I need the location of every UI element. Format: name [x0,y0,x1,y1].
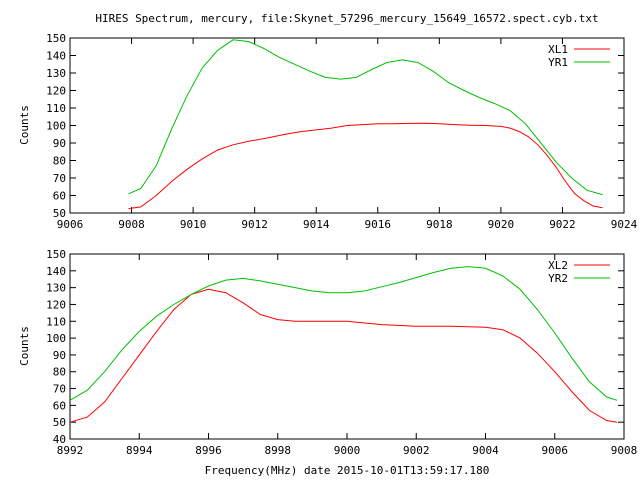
x-tick-label: 9006 [57,218,84,231]
y-tick-label: 140 [46,265,66,278]
y-tick-label: 70 [53,172,66,185]
x-tick-label: 9002 [403,444,430,457]
top-spectrum-panel: 50 60 70 80 90 100 110 120 130 140 150 9006 9008 9010… [18,32,638,231]
x-tick-label: 9000 [334,444,361,457]
x-tick-label: 9024 [611,218,638,231]
y-tick-label: 100 [46,332,66,345]
x-tick-label: 9020 [488,218,515,231]
y-tick-label: 110 [46,102,66,115]
y-tick-label: 50 [53,207,66,220]
y-tick-label: 130 [46,282,66,295]
x-tick-label: 8998 [265,444,292,457]
y-tick-label: 60 [53,399,66,412]
series-line-yr2 [69,266,618,401]
y-tick-label: 140 [46,50,66,63]
series-line-xl1 [128,122,603,210]
series-line-xl2 [69,288,618,423]
x-tick-label: 9016 [365,218,392,231]
x-axis-label: Frequency(MHz) date 2015-10-01T13:59:17.… [205,464,490,477]
y-tick-label: 150 [46,248,66,261]
figure-title: HIRES Spectrum, mercury, file:Skynet_572… [95,12,598,25]
x-tick-label: 9008 [118,218,145,231]
y-tick-label: 130 [46,67,66,80]
y-tick-label: 40 [53,433,66,446]
y-tick-label: 110 [46,315,66,328]
y-tick-label: 90 [53,349,66,362]
y-tick-label: 150 [46,32,66,45]
legend-label-xl1: XL1 [548,43,568,56]
y-axis-label: Counts [18,326,31,366]
x-tick-label: 8994 [126,444,153,457]
x-tick-label: 9006 [542,444,569,457]
x-tick-label: 8996 [195,444,222,457]
plot-frame [69,253,625,440]
x-tick-label: 9018 [426,218,453,231]
x-tick-label: 9022 [549,218,576,231]
y-tick-label: 90 [53,137,66,150]
y-axis-label: Counts [18,105,31,145]
legend-label-yr1: YR1 [548,56,568,69]
x-tick-label: 9012 [241,218,268,231]
y-tick-label: 70 [53,383,66,396]
y-tick-label: 100 [46,120,66,133]
y-tick-label: 120 [46,298,66,311]
bottom-spectrum-panel: 40 50 60 70 80 90 100 110 120 130 140 150 8992 8994 89… [18,248,637,457]
legend-label-yr2: YR2 [548,272,568,285]
x-tick-label: 9008 [611,444,638,457]
x-tick-label: 9004 [472,444,499,457]
legend-label-xl2: XL2 [548,259,568,272]
y-tick-label: 120 [46,85,66,98]
x-tick-label: 9010 [180,218,207,231]
series-line-yr1 [128,39,603,196]
x-tick-label: 8992 [57,444,84,457]
y-tick-label: 50 [53,416,66,429]
x-tick-label: 9014 [303,218,330,231]
y-tick-label: 60 [53,190,66,203]
y-tick-label: 80 [53,366,66,379]
y-tick-label: 80 [53,155,66,168]
